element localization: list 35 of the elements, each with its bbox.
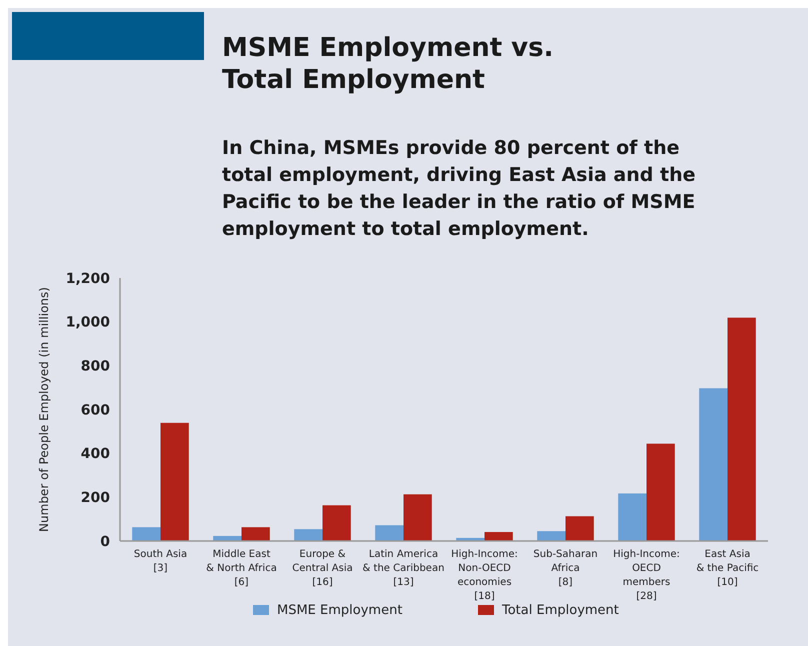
x-tick-label: Middle East & North Africa [6] [206, 549, 277, 588]
x-tick-label: Latin America & the Caribbean [13] [362, 549, 444, 588]
bar [322, 505, 351, 541]
bar [213, 536, 242, 541]
bar [699, 388, 728, 541]
bar [728, 318, 756, 541]
y-tick-label: 0 [100, 534, 110, 550]
y-tick-label: 1,000 [66, 314, 110, 331]
bar [160, 422, 189, 541]
x-tick-label: East Asia & the Pacific [10] [696, 549, 759, 588]
x-tick-label: High-Income: OECD members [28] [613, 549, 680, 602]
chart-subtitle: In China, MSMEs provide 80 percent of the total employment, driving East Asia and the Pacific to be the leader in the ratio of MSME employment to total employment. [222, 137, 696, 240]
x-tick-label: South Asia [3] [134, 549, 188, 574]
y-tick-label: 1,200 [66, 270, 110, 287]
y-axis-title: Number of People Employed (in millions) [37, 287, 51, 532]
x-tick-label: High-Income: Non-OECD economies [18] [451, 549, 518, 602]
legend-label: Total Employment [501, 603, 619, 618]
bar [646, 444, 675, 541]
bar [566, 516, 594, 541]
legend-label: MSME Employment [277, 603, 402, 618]
y-tick-label: 400 [80, 446, 110, 462]
bar [132, 527, 160, 541]
bar [537, 531, 566, 541]
bar [375, 525, 404, 541]
bar [242, 527, 270, 541]
y-tick-label: 600 [80, 402, 110, 418]
bar [404, 494, 432, 541]
x-tick-label: Sub-Saharan Africa [8] [533, 549, 598, 588]
y-tick-label: 800 [80, 358, 110, 375]
bar [618, 493, 646, 541]
chart-title: MSME Employment vs. Total Employment [222, 33, 554, 95]
y-tick-label: 200 [80, 490, 110, 506]
bar [484, 532, 513, 541]
x-tick-label: Europe & Central Asia [16] [292, 549, 353, 588]
bar [294, 529, 322, 541]
